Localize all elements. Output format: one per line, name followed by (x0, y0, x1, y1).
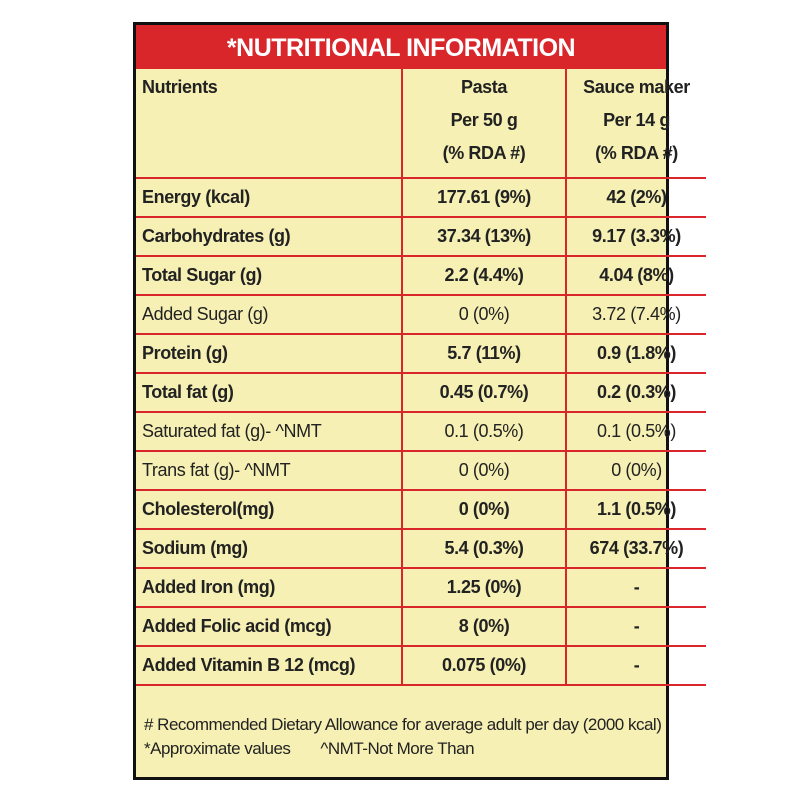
footer-note: ^NMT-Not More Than (320, 739, 475, 758)
header-line: Nutrients (142, 77, 218, 97)
nutrient-value: 0.1 (0.5%) (565, 411, 706, 452)
nutrient-name: Total fat (g) (136, 372, 403, 413)
footer-line: *Approximate values ^NMT-Not More Than (144, 737, 661, 761)
table-row: Sodium (mg) 5.4 (0.3%) 674 (33.7%) (136, 528, 706, 569)
table-row: Added Folic acid (mcg) 8 (0%) - (136, 606, 706, 647)
header-line: Per 50 g (450, 110, 518, 130)
nutrient-name: Added Folic acid (mcg) (136, 606, 403, 647)
table-row: Added Sugar (g) 0 (0%) 3.72 (7.4%) (136, 294, 706, 335)
nutrient-name: Sodium (mg) (136, 528, 403, 569)
table-row: Cholesterol(mg) 0 (0%) 1.1 (0.5%) (136, 489, 706, 530)
nutrient-name: Protein (g) (136, 333, 403, 374)
nutrient-value: 177.61 (9%) (401, 177, 567, 218)
nutrition-card: *NUTRITIONAL INFORMATION Nutrients Pasta P… (133, 22, 706, 780)
title: *NUTRITIONAL INFORMATION (136, 25, 666, 69)
nutrient-name: Added Iron (mg) (136, 567, 403, 608)
nutrient-value: 0 (0%) (401, 450, 567, 491)
header-row: Nutrients Pasta Per 50 g (% RDA #) Sauce mak… (136, 69, 706, 179)
nutrient-name: Saturated fat (g)- ^NMT (136, 411, 403, 452)
nutrient-value: 8 (0%) (401, 606, 567, 647)
table-row: Total Sugar (g) 2.2 (4.4%) 4.04 (8%) (136, 255, 706, 296)
table-row: Added Iron (mg) 1.25 (0%) - (136, 567, 706, 608)
nutrient-value: 1.1 (0.5%) (565, 489, 706, 530)
header-line: Pasta (460, 77, 508, 97)
nutrient-value: 0.9 (1.8%) (565, 333, 706, 374)
nutrient-value: 1.25 (0%) (401, 567, 567, 608)
nutrient-value: - (565, 606, 706, 647)
header-line: (% RDA #) (442, 143, 526, 163)
header-line: Sauce maker (583, 77, 690, 97)
column-header: Pasta Per 50 g (% RDA #) (401, 69, 567, 179)
footer-line: # Recommended Dietary Allowance for aver… (144, 715, 662, 734)
footer-note: *Approximate values (144, 739, 291, 758)
nutrient-name: Carbohydrates (g) (136, 216, 403, 257)
nutrient-value: 0 (0%) (565, 450, 706, 491)
table-row: Protein (g) 5.7 (11%) 0.9 (1.8%) (136, 333, 706, 374)
nutrient-value: 5.4 (0.3%) (401, 528, 567, 569)
nutrient-value: 2.2 (4.4%) (401, 255, 567, 296)
column-header: Nutrients (136, 69, 403, 179)
nutrient-value: 0.075 (0%) (401, 645, 567, 686)
header-line: (% RDA #) (595, 143, 678, 163)
nutrition-table: Nutrients Pasta Per 50 g (% RDA #) Sauce mak… (136, 69, 706, 686)
table-row: Carbohydrates (g) 37.34 (13%) 9.17 (3.3%) (136, 216, 706, 257)
nutrient-value: 0.45 (0.7%) (401, 372, 567, 413)
nutrient-value: 4.04 (8%) (565, 255, 706, 296)
nutrient-value: 0.1 (0.5%) (401, 411, 567, 452)
table-row: Total fat (g) 0.45 (0.7%) 0.2 (0.3%) (136, 372, 706, 413)
nutrient-value: - (565, 645, 706, 686)
table-row: Energy (kcal) 177.61 (9%) 42 (2%) (136, 177, 706, 218)
nutrient-name: Total Sugar (g) (136, 255, 403, 296)
nutrient-value: - (565, 567, 706, 608)
table-row: Saturated fat (g)- ^NMT 0.1 (0.5%) 0.1 (0.… (136, 411, 706, 452)
nutrient-value: 5.7 (11%) (401, 333, 567, 374)
footer: # Recommended Dietary Allowance for aver… (144, 713, 662, 761)
table-row: Added Vitamin B 12 (mcg) 0.075 (0%) - (136, 645, 706, 686)
nutrient-value: 0.2 (0.3%) (565, 372, 706, 413)
nutrient-name: Added Sugar (g) (136, 294, 403, 335)
nutrient-value: 9.17 (3.3%) (565, 216, 706, 257)
nutrient-value: 37.34 (13%) (401, 216, 567, 257)
nutrient-value: 0 (0%) (401, 489, 567, 530)
nutrient-value: 674 (33.7%) (565, 528, 706, 569)
nutrient-name: Trans fat (g)- ^NMT (136, 450, 403, 491)
nutrient-value: 0 (0%) (401, 294, 567, 335)
nutrient-value: 42 (2%) (565, 177, 706, 218)
nutrient-name: Added Vitamin B 12 (mcg) (136, 645, 403, 686)
nutrient-name: Energy (kcal) (136, 177, 403, 218)
column-header: Sauce maker Per 14 g (% RDA #) (565, 69, 706, 179)
nutrient-value: 3.72 (7.4%) (565, 294, 706, 335)
header-line: Per 14 g (603, 110, 670, 130)
nutrient-name: Cholesterol(mg) (136, 489, 403, 530)
table-row: Trans fat (g)- ^NMT 0 (0%) 0 (0%) (136, 450, 706, 491)
